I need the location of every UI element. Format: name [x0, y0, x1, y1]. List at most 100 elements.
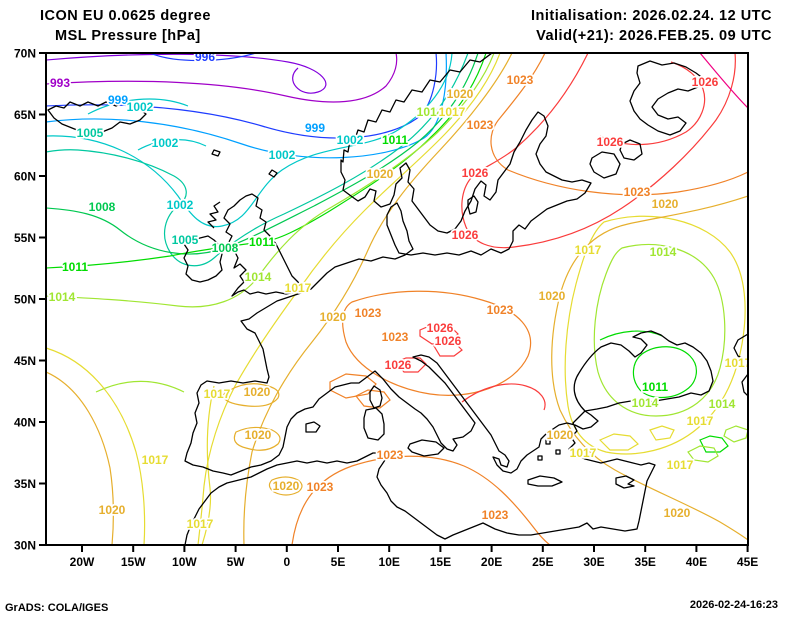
isobar-1014: [593, 244, 726, 417]
coastline-scandinavia-baltic: [184, 54, 656, 544]
lon-tick-label: 20W: [70, 555, 95, 569]
lat-tick-label: 70N: [14, 47, 36, 61]
contour-label-1020: 1020: [447, 87, 474, 101]
contour-label-1026: 1026: [692, 75, 719, 89]
contour-labels: 9939969999991002100210021002100210051005…: [47, 50, 752, 533]
contour-label-1005: 1005: [172, 233, 199, 247]
contour-label-1017: 1017: [285, 281, 312, 295]
isobar-996: [151, 54, 255, 62]
init-time: Initialisation: 2026.02.24. 12 UTC: [531, 8, 772, 24]
lat-tick-label: 40N: [14, 416, 36, 430]
contour-label-1020: 1020: [539, 289, 566, 303]
contour-label-1020: 1020: [244, 385, 271, 399]
aegean-islands: [537, 439, 561, 461]
isobar-1017: [598, 433, 639, 451]
coastline-caspian: [733, 333, 747, 396]
lon-tick-label: 15E: [430, 555, 451, 569]
lat-tick-label: 65N: [14, 108, 36, 122]
contour-label-1017: 1017: [725, 356, 752, 370]
coastline-white-sea-kola: [629, 60, 705, 136]
isobar-1020: [233, 426, 281, 451]
lon-tick-label: 10E: [379, 555, 400, 569]
isobar-1029: [700, 54, 747, 108]
contour-label-1026: 1026: [452, 228, 479, 242]
lon-tick-label: 25E: [532, 555, 553, 569]
contour-label-1020: 1020: [320, 310, 347, 324]
footer: GrADS: COLA/IGES 2026-02-24-16:23: [5, 599, 778, 614]
contour-label-999: 999: [305, 121, 325, 135]
contour-label-1014: 1014: [650, 245, 677, 259]
contour-label-1017: 1017: [575, 243, 602, 257]
isobars: [47, 54, 747, 544]
contour-label-1017: 1017: [570, 446, 597, 460]
contour-label-1020: 1020: [367, 167, 394, 181]
isobar-1026: [419, 323, 459, 345]
lat-tick-label: 35N: [14, 477, 36, 491]
lon-tick-label: 15W: [121, 555, 146, 569]
grads-credit: GrADS: COLA/IGES: [5, 602, 108, 614]
coastline-ireland: [183, 235, 223, 283]
island-gotland: [467, 195, 479, 215]
contour-label-996: 996: [195, 50, 215, 64]
isobar-1026: [461, 383, 546, 411]
isobar-1011: [599, 330, 663, 341]
isobar-1023: [342, 290, 532, 396]
contour-label-1011: 1011: [249, 235, 275, 249]
isobar-1020: [551, 195, 747, 541]
contour-label-1011: 1011: [62, 260, 88, 274]
contour-label-1014: 1014: [709, 397, 736, 411]
contour-label-993: 993: [50, 76, 70, 90]
coastline-black-sea: [573, 330, 714, 412]
isobar-1005: [47, 54, 469, 267]
contour-label-1026: 1026: [427, 321, 454, 335]
island-crete: [527, 475, 563, 487]
contour-label-1023: 1023: [467, 118, 494, 132]
contour-label-1014: 1014: [245, 270, 272, 284]
valid-time: Valid(+21): 2026.FEB.25. 09 UTC: [536, 28, 772, 44]
lake-ladoga: [589, 151, 621, 179]
isobar-1020: [268, 476, 303, 496]
lake-onega: [619, 139, 643, 161]
isobar-1002: [47, 54, 453, 228]
island-sardinia: [363, 407, 385, 441]
lon-tick-label: 5W: [227, 555, 246, 569]
isobar-1020: [47, 371, 114, 544]
contour-label-1008: 1008: [89, 200, 116, 214]
isobar-1011: [47, 54, 487, 269]
contour-label-1017: 1017: [667, 458, 694, 472]
map-area: 9939969999991002100210021002100210051005…: [47, 50, 752, 544]
lon-tick-label: 40E: [686, 555, 707, 569]
isobar-1014: [687, 445, 719, 463]
contour-label-1023: 1023: [487, 303, 514, 317]
lon-tick-label: 10W: [172, 555, 197, 569]
contour-label-1020: 1020: [664, 506, 691, 520]
lat-tick-label: 55N: [14, 231, 36, 245]
contour-label-1020: 1020: [652, 197, 679, 211]
island-cyprus: [615, 475, 635, 489]
island-faroe: [211, 149, 221, 157]
contour-label-1026: 1026: [435, 334, 462, 348]
field-title: MSL Pressure [hPa]: [55, 28, 201, 44]
contour-label-1026: 1026: [462, 166, 489, 180]
isobar-1023: [355, 389, 391, 409]
lon-tick-label: 45E: [737, 555, 758, 569]
contour-label-1023: 1023: [382, 330, 409, 344]
map-frame: [45, 52, 749, 546]
isobar-996: [47, 54, 438, 139]
contour-label-1017: 1017: [687, 414, 714, 428]
contour-label-1023: 1023: [377, 448, 404, 462]
isobar-1017: [47, 347, 146, 544]
island-mallorca: [305, 421, 321, 433]
lon-tick-label: 5E: [331, 555, 346, 569]
lon-tick-label: 30E: [583, 555, 604, 569]
isobar-1011: [632, 346, 697, 399]
isobar-1017: [649, 425, 675, 441]
isobar-1014: [723, 425, 747, 443]
isobar-1026: [599, 61, 706, 146]
isobar-1008: [47, 54, 479, 255]
contour-label-1020: 1020: [273, 479, 300, 493]
lon-tick-label: 0: [283, 555, 290, 569]
lat-tick-label: 45N: [14, 354, 36, 368]
contour-label-1017: 1017: [439, 105, 466, 119]
